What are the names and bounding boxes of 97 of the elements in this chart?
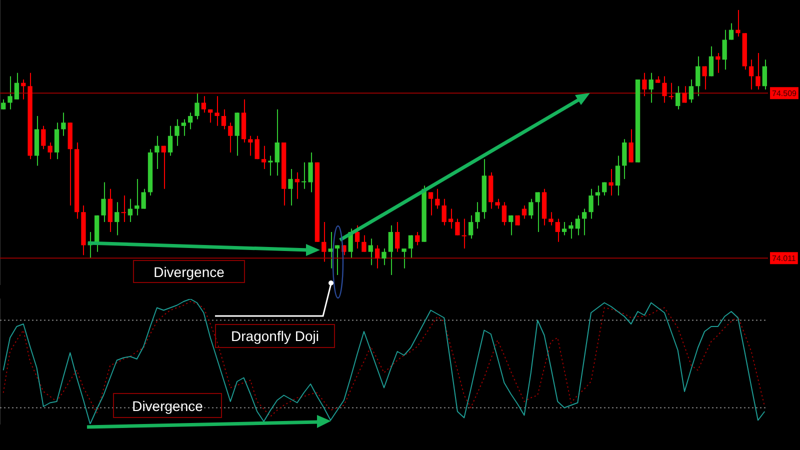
candlestick [676, 86, 680, 110]
candlestick [448, 208, 454, 230]
candlestick [294, 172, 300, 200]
candlestick [328, 231, 333, 269]
candlestick [595, 185, 600, 206]
candlestick [174, 118, 180, 146]
annotation: Divergence [133, 260, 245, 283]
candlestick [268, 155, 273, 176]
candlestick [248, 135, 253, 156]
candlestick [642, 72, 647, 97]
candlestick [214, 96, 220, 126]
candlestick [428, 192, 434, 216]
candlestick [508, 214, 514, 236]
candlestick [688, 79, 694, 104]
candlestick [128, 198, 133, 223]
candlestick [582, 208, 587, 236]
candlestick [462, 218, 466, 250]
candlestick [194, 92, 200, 120]
annotation: Dragonfly Doji [215, 324, 335, 348]
candlestick [408, 234, 414, 259]
candlestick [374, 244, 380, 269]
candlestick [368, 238, 373, 266]
candlestick [41, 125, 46, 150]
candlestick [201, 96, 206, 114]
candlestick [168, 125, 173, 156]
candlestick [101, 182, 106, 223]
candlestick [708, 46, 714, 77]
candlestick [736, 9, 740, 37]
candlestick [615, 155, 620, 196]
annotation: Divergence [113, 393, 222, 418]
candlestick [154, 135, 160, 170]
candlestick [608, 168, 614, 196]
candlestick [728, 22, 734, 40]
candlestick [435, 188, 440, 210]
candlestick [8, 76, 12, 110]
candlestick [221, 108, 226, 130]
candlestick [354, 224, 360, 250]
candlestick [141, 188, 146, 210]
candlestick [288, 168, 293, 206]
candlestick [682, 86, 687, 104]
candlestick [261, 145, 266, 170]
candlestick [628, 128, 634, 163]
candlestick [382, 248, 386, 266]
candlestick [762, 59, 767, 90]
candlestick [548, 212, 554, 226]
candlestick [562, 222, 567, 236]
candlestick [716, 52, 720, 74]
candlestick [334, 244, 340, 276]
candlestick [61, 112, 66, 136]
candlestick [588, 188, 594, 220]
candlestick [302, 162, 306, 190]
candlestick [722, 29, 727, 70]
ref-line-label: 74.011 [772, 254, 796, 263]
candlestick [395, 222, 400, 252]
candlestick [402, 248, 406, 269]
candlestick [602, 182, 607, 196]
candlestick [668, 82, 674, 100]
candlestick [234, 112, 240, 156]
candlestick [308, 152, 313, 193]
candlestick [114, 202, 120, 236]
candlestick [662, 76, 667, 104]
candlestick [48, 142, 52, 160]
candlestick [415, 231, 420, 246]
candlestick [522, 204, 527, 220]
candlestick [54, 122, 60, 160]
candlestick [1, 98, 6, 110]
candlestick [696, 56, 700, 97]
candlestick [502, 202, 507, 226]
candlestick [181, 118, 186, 136]
candlestick [475, 202, 480, 230]
candlestick [442, 198, 446, 226]
candlestick [756, 52, 760, 90]
candlestick [254, 135, 260, 160]
candlestick [188, 112, 193, 130]
candlestick [388, 224, 394, 276]
candlestick [495, 198, 500, 210]
candlestick [568, 222, 574, 240]
candlestick [468, 214, 474, 240]
candlestick [108, 188, 113, 232]
ref-line-label: 74.509 [772, 88, 798, 98]
candlestick [322, 222, 326, 262]
candlestick [555, 218, 560, 242]
candlestick [702, 66, 707, 90]
candlestick [14, 72, 20, 100]
candlestick [228, 122, 233, 153]
candlestick [362, 234, 366, 252]
candlestick [455, 218, 460, 236]
candlestick [648, 72, 654, 104]
candlestick [748, 59, 754, 90]
candlestick [622, 138, 627, 180]
candlestick [134, 178, 140, 216]
candlestick [274, 108, 280, 176]
candlestick [535, 192, 540, 232]
candlestick [575, 214, 580, 236]
candlestick [528, 198, 534, 220]
candlestick [121, 195, 126, 223]
candlestick [161, 145, 166, 190]
